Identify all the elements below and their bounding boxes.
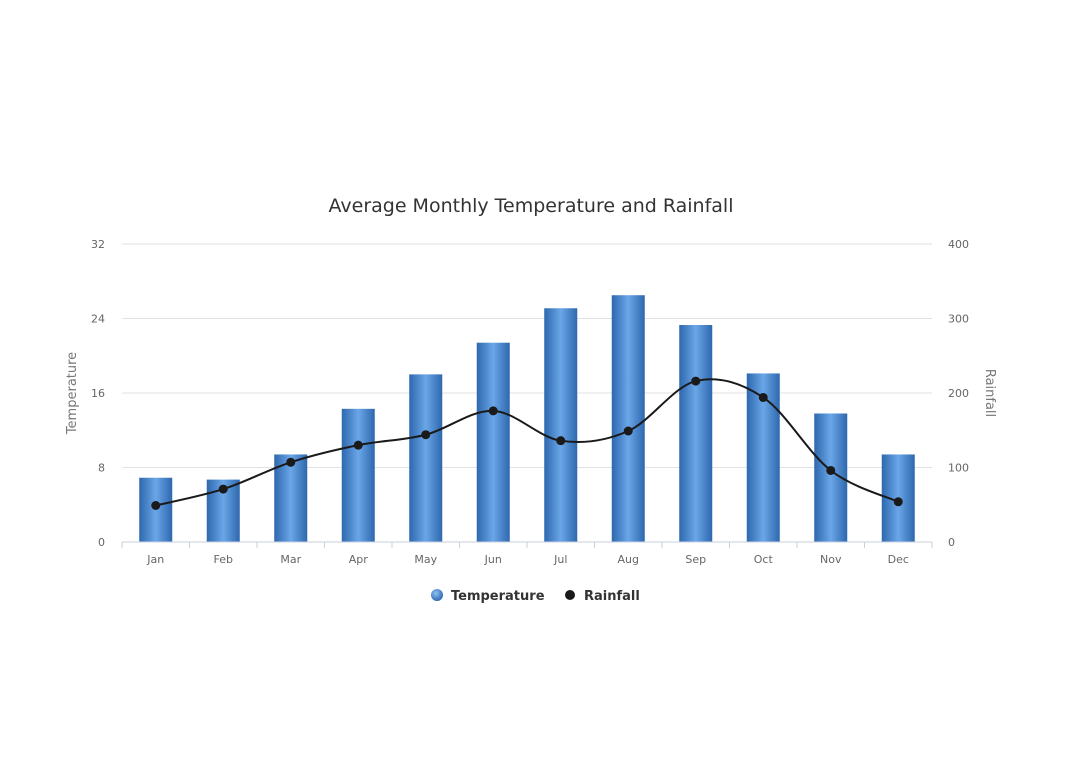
- temperature-bar[interactable]: [476, 342, 510, 542]
- temperature-bar[interactable]: [611, 295, 645, 542]
- temperature-bars: [139, 295, 915, 542]
- axes: 0 0 8 100 16 200 24 300 32 400 Jan Feb Mar Apr May Jun J…: [91, 238, 969, 566]
- x-tick-label: May: [414, 553, 437, 566]
- x-tick-label: Oct: [754, 553, 774, 566]
- rainfall-point[interactable]: [151, 500, 161, 510]
- x-tick-label: Dec: [888, 553, 909, 566]
- temperature-bar[interactable]: [274, 454, 308, 542]
- temperature-bar[interactable]: [679, 325, 713, 542]
- x-tick-label: Feb: [214, 553, 233, 566]
- legend-temperature-label: Temperature: [451, 589, 545, 604]
- y-axis-left-title: Temperature: [65, 352, 80, 435]
- rainfall-point[interactable]: [353, 440, 363, 450]
- rainfall-point[interactable]: [893, 497, 903, 507]
- rainfall-point[interactable]: [218, 484, 228, 494]
- y-left-tick-label: 8: [98, 462, 105, 475]
- x-tick-label: Apr: [349, 553, 369, 566]
- legend-item-rainfall[interactable]: Rainfall: [565, 589, 640, 604]
- temperature-bar[interactable]: [544, 308, 578, 542]
- rainfall-point[interactable]: [623, 426, 633, 436]
- x-tick-label: Jun: [484, 553, 502, 566]
- y-right-tick-label: 300: [948, 313, 969, 326]
- x-tick-label: Sep: [685, 553, 706, 566]
- y-left-tick-label: 0: [98, 536, 105, 549]
- legend-rainfall-label: Rainfall: [584, 589, 640, 604]
- rainfall-point[interactable]: [421, 430, 431, 440]
- legend-rainfall-marker: [565, 590, 575, 600]
- x-tick-label: Mar: [280, 553, 301, 566]
- y-left-tick-label: 24: [91, 313, 105, 326]
- rainfall-point[interactable]: [556, 436, 566, 446]
- y-right-tick-label: 200: [948, 387, 969, 400]
- x-tick-label: Jan: [146, 553, 164, 566]
- y-right-tick-label: 400: [948, 238, 969, 251]
- x-tick-label: Jul: [553, 553, 567, 566]
- legend-temperature-marker: [431, 589, 443, 601]
- y-axis-right-title: Rainfall: [982, 369, 997, 417]
- y-left-tick-label: 16: [91, 387, 105, 400]
- y-right-tick-label: 0: [948, 536, 955, 549]
- y-left-tick-label: 32: [91, 238, 105, 251]
- rainfall-line[interactable]: [155, 378, 899, 507]
- chart-title: Average Monthly Temperature and Rainfall: [329, 195, 734, 217]
- gridlines: [122, 243, 932, 543]
- rainfall-point[interactable]: [286, 457, 296, 467]
- rainfall-point[interactable]: [488, 406, 498, 416]
- rainfall-point[interactable]: [691, 376, 701, 386]
- temperature-bar[interactable]: [409, 374, 443, 542]
- rainfall-point[interactable]: [758, 392, 768, 402]
- rainfall-line-layer: [151, 376, 903, 510]
- temperature-bar[interactable]: [341, 408, 375, 542]
- rainfall-point[interactable]: [826, 465, 836, 475]
- legend: Temperature Rainfall: [431, 589, 640, 604]
- legend-item-temperature[interactable]: Temperature: [431, 589, 545, 604]
- x-tick-label: Aug: [618, 553, 639, 566]
- y-right-tick-label: 100: [948, 462, 969, 475]
- x-tick-label: Nov: [820, 553, 842, 566]
